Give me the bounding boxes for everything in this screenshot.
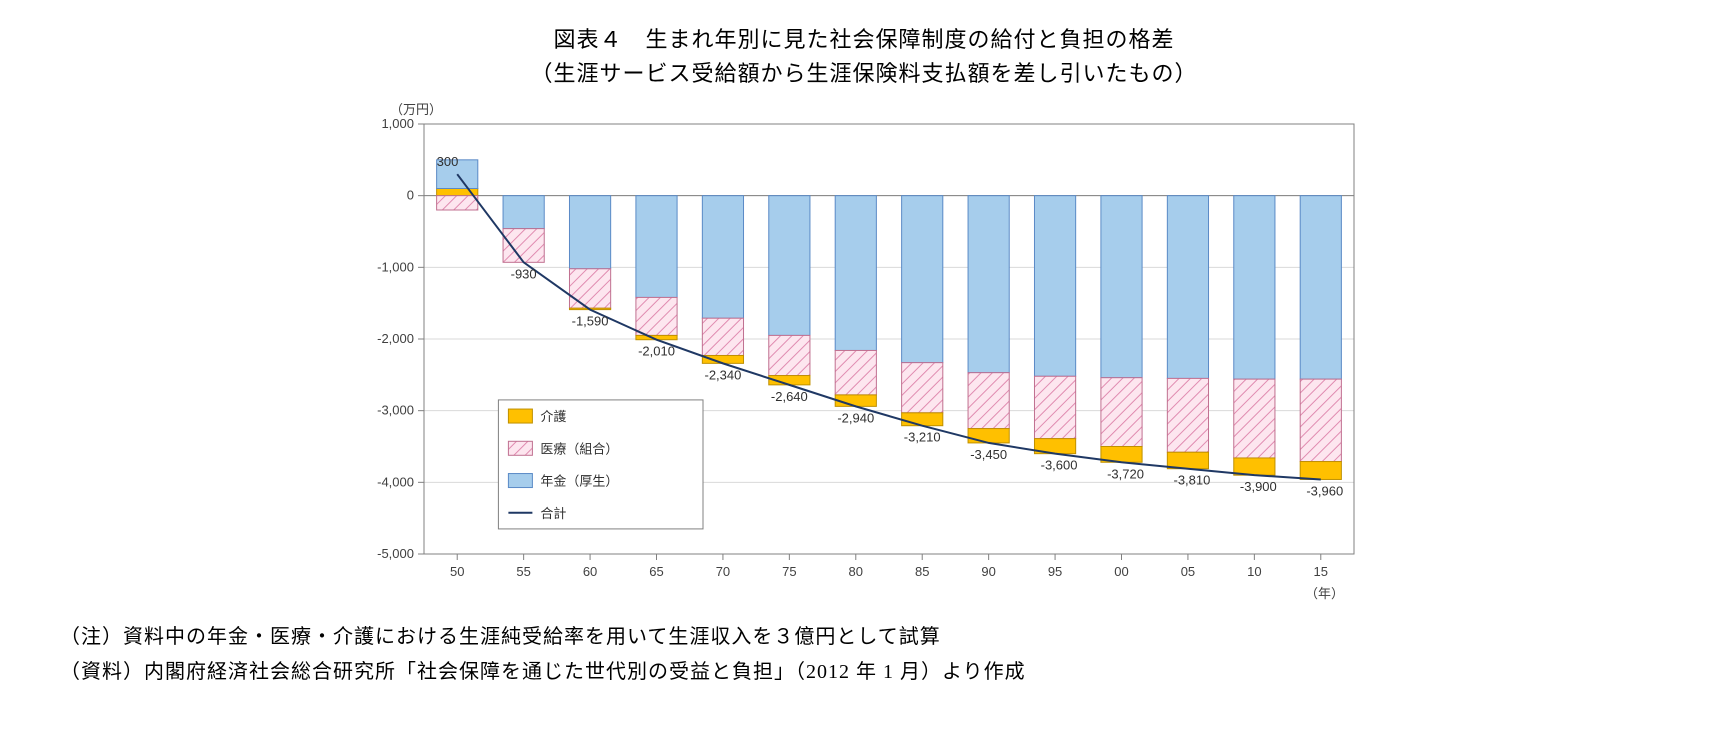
svg-text:15: 15 bbox=[1314, 564, 1328, 579]
svg-text:-3,210: -3,210 bbox=[904, 430, 941, 445]
svg-text:-3,000: -3,000 bbox=[377, 403, 414, 418]
svg-text:65: 65 bbox=[649, 564, 663, 579]
svg-text:300: 300 bbox=[437, 154, 459, 169]
svg-text:85: 85 bbox=[915, 564, 929, 579]
svg-text:医療（組合）: 医療（組合） bbox=[540, 441, 618, 456]
svg-text:年金（厚生）: 年金（厚生） bbox=[540, 474, 618, 489]
svg-text:介護: 介護 bbox=[540, 409, 566, 424]
svg-text:50: 50 bbox=[450, 564, 464, 579]
svg-text:-3,900: -3,900 bbox=[1240, 479, 1277, 494]
svg-text:-2,340: -2,340 bbox=[704, 367, 741, 382]
chart-title-line1: 図表４ 生まれ年別に見た社会保障制度の給付と負担の格差 bbox=[60, 22, 1668, 54]
svg-text:10: 10 bbox=[1247, 564, 1261, 579]
svg-text:55: 55 bbox=[516, 564, 530, 579]
footnote-note: （注）資料中の年金・医療・介護における生涯純受給率を用いて生涯収入を３億円として… bbox=[60, 620, 1668, 649]
chart-title-line2: （生涯サービス受給額から生涯保険料支払額を差し引いたもの） bbox=[60, 56, 1668, 88]
svg-text:70: 70 bbox=[716, 564, 730, 579]
svg-text:-930: -930 bbox=[511, 266, 537, 281]
svg-text:95: 95 bbox=[1048, 564, 1062, 579]
svg-text:（万円）: （万円） bbox=[390, 102, 442, 117]
svg-text:75: 75 bbox=[782, 564, 796, 579]
svg-text:-3,810: -3,810 bbox=[1173, 473, 1210, 488]
svg-text:90: 90 bbox=[981, 564, 995, 579]
svg-text:00: 00 bbox=[1114, 564, 1128, 579]
svg-text:-3,960: -3,960 bbox=[1306, 483, 1343, 498]
svg-text:-2,010: -2,010 bbox=[638, 344, 675, 359]
svg-text:-1,590: -1,590 bbox=[572, 314, 609, 329]
svg-text:-4,000: -4,000 bbox=[377, 474, 414, 489]
svg-text:0: 0 bbox=[407, 188, 414, 203]
bar-line-chart: -5,000 -4,000 -3,000 -2,000 -1,000 0 1,000（万円）… bbox=[354, 94, 1374, 614]
svg-text:-3,450: -3,450 bbox=[970, 447, 1007, 462]
svg-text:05: 05 bbox=[1181, 564, 1195, 579]
svg-text:-2,000: -2,000 bbox=[377, 331, 414, 346]
svg-text:合計: 合計 bbox=[540, 506, 566, 521]
svg-text:-3,720: -3,720 bbox=[1107, 466, 1144, 481]
svg-text:60: 60 bbox=[583, 564, 597, 579]
svg-text:-5,000: -5,000 bbox=[377, 546, 414, 561]
svg-text:1,000: 1,000 bbox=[381, 116, 414, 131]
svg-text:80: 80 bbox=[849, 564, 863, 579]
svg-text:-2,940: -2,940 bbox=[837, 410, 874, 425]
footnote-source: （資料）内閣府経済社会総合研究所「社会保障を通じた世代別の受益と負担」（2012… bbox=[60, 655, 1668, 684]
svg-text:-1,000: -1,000 bbox=[377, 259, 414, 274]
svg-text:-3,600: -3,600 bbox=[1041, 458, 1078, 473]
svg-text:（年）: （年） bbox=[1305, 586, 1344, 601]
svg-text:-2,640: -2,640 bbox=[771, 389, 808, 404]
chart-title-block: 図表４ 生まれ年別に見た社会保障制度の給付と負担の格差 （生涯サービス受給額から… bbox=[60, 22, 1668, 88]
